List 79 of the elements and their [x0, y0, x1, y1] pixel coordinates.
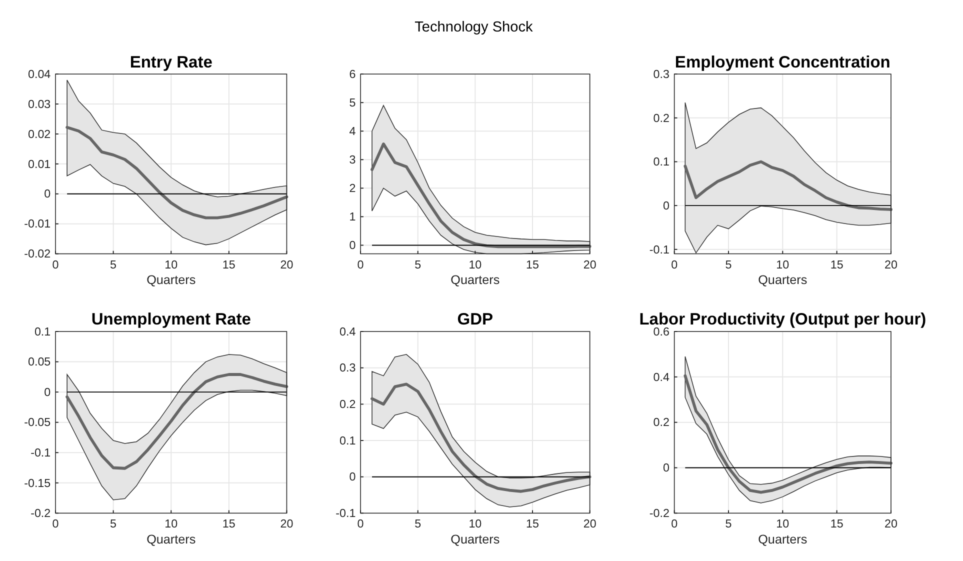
y-tick-label: -0.2: [649, 507, 670, 520]
y-tick-label: 0: [349, 239, 356, 252]
line-series: [684, 160, 892, 211]
x-tick-label: 5: [414, 258, 422, 272]
x-tick-label: 10: [164, 518, 178, 531]
x-tick-label: 15: [222, 258, 236, 272]
y-tick-label: 0.4: [653, 370, 670, 384]
x-axis-title: Quarters: [450, 532, 500, 546]
x-tick-label: 0: [671, 258, 678, 272]
y-tick-label: 0.01: [28, 158, 51, 171]
x-tick-label: 5: [725, 258, 732, 272]
text: Technology Shock: [414, 19, 534, 36]
x-tick-label: 5: [414, 518, 422, 531]
chart-title: Employment Concentration: [674, 53, 890, 72]
x-tick-label: 20: [280, 258, 294, 272]
x-axis-title: Quarters: [758, 532, 808, 546]
y-tick-label: 0: [44, 386, 52, 399]
line-series: [370, 382, 592, 493]
line-series: [66, 373, 288, 470]
x-tick-label: 15: [526, 258, 539, 272]
y-tick-label: -0.1: [30, 446, 51, 460]
x-tick-label: 0: [671, 518, 678, 531]
y-tick-label: 0.1: [34, 325, 51, 338]
y-tick-label: -0.01: [24, 218, 51, 231]
chart-title: Unemployment Rate: [91, 310, 251, 329]
y-tick-label: 0.2: [653, 112, 670, 125]
y-tick-label: 0.04: [28, 68, 52, 81]
x-tick-label: 15: [222, 518, 236, 531]
x-tick-label: 10: [468, 258, 482, 272]
x-tick-label: 15: [526, 518, 539, 531]
y-tick-label: 0.2: [340, 398, 356, 412]
x-tick-label: 20: [583, 518, 597, 531]
x-tick-label: 5: [110, 518, 117, 531]
y-tick-label: 0: [662, 462, 670, 475]
x-tick-label: 15: [830, 258, 844, 272]
y-tick-label: 0.05: [28, 356, 51, 369]
x-tick-label: 5: [725, 518, 732, 531]
y-tick-label: -0.02: [24, 248, 51, 261]
y-tick-label: 3: [349, 154, 356, 167]
x-axis-title: Quarters: [450, 272, 500, 287]
x-axis-title: Quarters: [146, 272, 196, 287]
y-tick-label: -0.2: [30, 507, 51, 520]
y-tick-label: 1: [349, 210, 356, 224]
y-tick-label: 0.2: [653, 416, 670, 430]
chart-title: Entry Rate: [130, 53, 212, 72]
line-series: [66, 126, 288, 220]
y-tick-label: 0.3: [653, 68, 670, 81]
y-tick-label: -0.1: [336, 507, 356, 520]
x-tick-label: 20: [280, 518, 294, 531]
x-tick-label: 15: [830, 518, 844, 531]
x-axis-title: Quarters: [146, 532, 196, 546]
y-tick-label: 0.1: [340, 434, 356, 448]
x-axis-title: Quarters: [758, 272, 808, 287]
x-tick-label: 20: [884, 258, 898, 272]
y-tick-label: 6: [349, 68, 356, 81]
y-tick-label: 0.1: [653, 156, 670, 169]
y-tick-label: 4: [349, 125, 356, 138]
y-tick-label: -0.05: [24, 416, 51, 430]
x-tick-label: 5: [110, 258, 117, 272]
line-series: [370, 142, 592, 248]
x-tick-label: 10: [776, 258, 790, 272]
line-series: [684, 374, 892, 494]
x-tick-label: 10: [776, 518, 790, 531]
y-tick-label: -0.15: [24, 476, 51, 490]
x-tick-label: 10: [164, 258, 178, 272]
y-tick-label: 0: [44, 188, 52, 201]
y-tick-label: 0: [662, 199, 670, 212]
y-tick-label: 2: [349, 182, 356, 196]
y-tick-label: 0.02: [28, 128, 51, 141]
y-tick-label: 0: [349, 470, 356, 484]
x-tick-label: 20: [884, 518, 898, 531]
x-tick-label: 20: [583, 258, 597, 272]
y-tick-label: 0.3: [340, 362, 356, 375]
y-tick-label: 5: [349, 96, 356, 110]
x-tick-label: 10: [468, 518, 482, 531]
y-tick-label: 0.4: [340, 325, 356, 338]
y-tick-label: -0.1: [649, 243, 670, 256]
chart-title: GDP: [457, 310, 494, 329]
y-tick-label: 0.03: [28, 98, 51, 111]
